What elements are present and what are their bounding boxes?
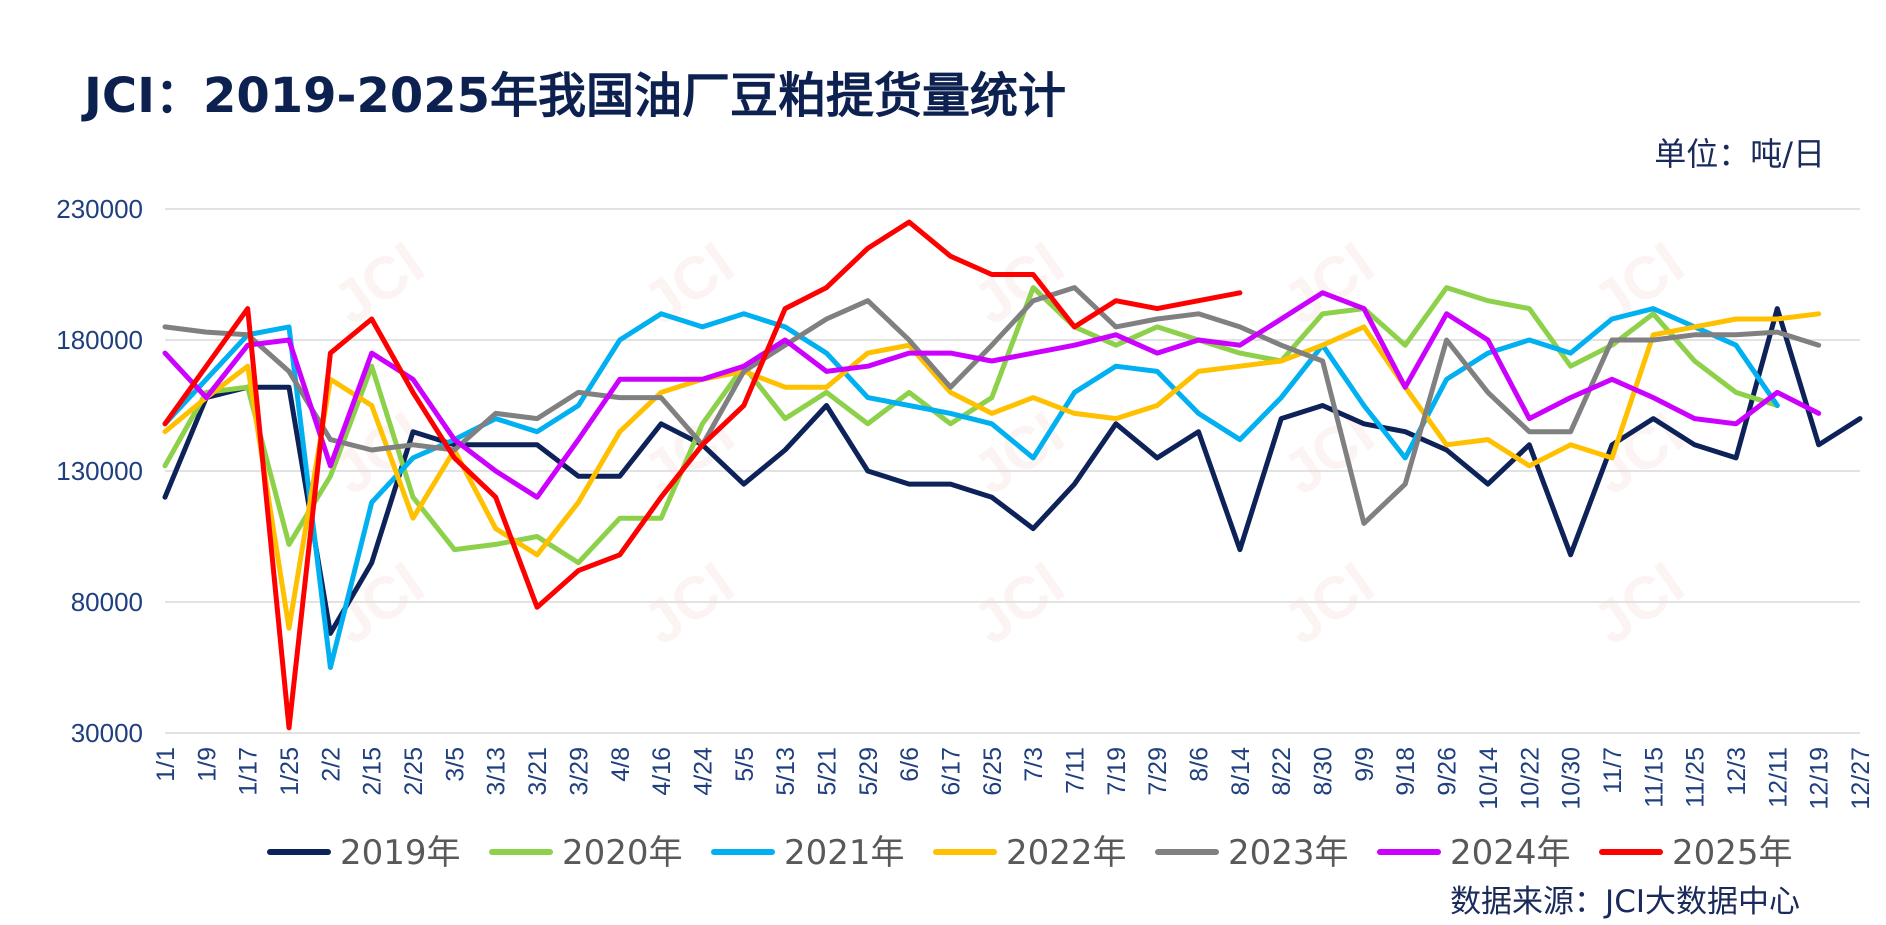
x-tick-label: 8/6 <box>1186 747 1214 782</box>
x-tick-label: 8/30 <box>1310 747 1338 796</box>
y-axis-ticks: 30000 80000 130000 180000 230000 <box>56 194 143 748</box>
x-tick-label: 7/3 <box>1020 747 1048 782</box>
source-label: 数据来源：JCI大数据中心 <box>1450 884 1800 920</box>
legend-label: 2022年 <box>1006 833 1127 873</box>
x-axis-ticks: 1/1 1/9 1/17 1/25 2/2 2/15 2/25 3/5 3/13 3/21 3/29… <box>152 747 1875 810</box>
x-tick-label: 2/25 <box>400 747 428 796</box>
x-tick-label: 9/9 <box>1351 747 1379 782</box>
x-tick-label: 6/17 <box>937 747 965 796</box>
x-tick-label: 3/21 <box>524 747 552 796</box>
x-tick-label: 1/25 <box>276 747 304 796</box>
series-line-2024年 <box>162 290 1822 500</box>
unit-label: 单位：吨/日 <box>1654 135 1825 173</box>
x-tick-label: 9/18 <box>1392 747 1420 796</box>
y-tick-label: 130000 <box>56 456 143 486</box>
series-line-2023年 <box>162 285 1822 526</box>
watermark: JCI <box>1271 549 1386 657</box>
x-tick-label: 3/13 <box>483 747 511 796</box>
series-line-2020年 <box>162 285 1780 566</box>
y-tick-label: 80000 <box>71 587 143 617</box>
x-tick-label: 8/22 <box>1268 747 1296 796</box>
x-tick-label: 5/5 <box>731 747 759 782</box>
x-tick-label: 7/11 <box>1062 747 1090 794</box>
x-tick-label: 4/24 <box>689 747 717 796</box>
legend-label: 2019年 <box>340 833 461 873</box>
x-tick-label: 11/15 <box>1640 747 1668 808</box>
legend: 2019年 2020年 2021年 2022年 2023年 2024年 2025年 <box>267 833 1793 873</box>
x-tick-label: 5/13 <box>772 747 800 796</box>
y-tick-label: 230000 <box>56 194 143 224</box>
legend-label: 2025年 <box>1672 833 1793 873</box>
x-tick-label: 1/9 <box>193 747 221 782</box>
series-line-2025年 <box>162 219 1243 731</box>
series-line-2022年 <box>162 311 1822 631</box>
x-tick-label: 4/8 <box>607 747 635 782</box>
gridlines <box>165 208 1860 734</box>
x-tick-label: 10/22 <box>1516 747 1544 810</box>
x-tick-label: 9/26 <box>1434 747 1462 796</box>
series-lines <box>162 219 1863 731</box>
x-tick-label: 10/14 <box>1475 747 1503 810</box>
x-tick-label: 2/15 <box>359 747 387 796</box>
x-tick-label: 6/25 <box>979 747 1007 796</box>
x-tick-label: 12/27 <box>1847 747 1875 810</box>
legend-label: 2021年 <box>784 833 905 873</box>
x-tick-label: 11/25 <box>1682 747 1710 808</box>
x-tick-label: 7/29 <box>1144 747 1172 796</box>
watermark: JCI <box>321 229 436 337</box>
x-tick-label: 1/17 <box>235 747 263 796</box>
x-tick-label: 8/14 <box>1227 747 1255 796</box>
x-tick-label: 5/29 <box>855 747 883 796</box>
y-tick-label: 180000 <box>56 325 143 355</box>
x-tick-label: 10/30 <box>1558 747 1586 810</box>
watermark: JCI <box>1581 549 1696 657</box>
legend-label: 2023年 <box>1228 833 1349 873</box>
x-tick-label: 3/5 <box>441 747 469 782</box>
x-tick-label: 6/6 <box>896 747 924 782</box>
x-tick-label: 3/29 <box>565 747 593 796</box>
x-tick-label: 12/11 <box>1764 747 1792 808</box>
chart-title: JCI：2019-2025年我国油厂豆粕提货量统计 <box>81 68 1066 124</box>
x-tick-label: 1/1 <box>152 747 180 782</box>
x-tick-label: 4/16 <box>648 747 676 796</box>
x-tick-label: 12/3 <box>1723 747 1751 796</box>
x-tick-label: 5/21 <box>813 747 841 796</box>
y-tick-label: 30000 <box>71 718 143 748</box>
x-tick-label: 7/19 <box>1103 747 1131 796</box>
watermark: JCI <box>961 549 1076 657</box>
x-tick-label: 12/19 <box>1806 747 1834 810</box>
legend-label: 2024年 <box>1450 833 1571 873</box>
x-tick-label: 2/2 <box>317 747 345 782</box>
watermark: JCI <box>631 549 746 657</box>
x-tick-label: 11/7 <box>1599 747 1627 794</box>
legend-label: 2020年 <box>562 833 683 873</box>
